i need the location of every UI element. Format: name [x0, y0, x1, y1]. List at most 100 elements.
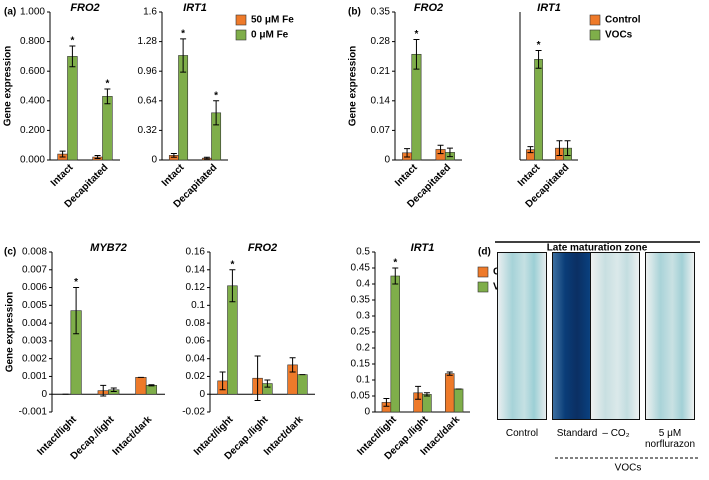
y-tick-label: 0	[384, 155, 390, 166]
y-tick-label: 0.3	[356, 311, 370, 322]
error-bar	[413, 38, 420, 70]
x-tick-label: Intact/dark	[111, 414, 155, 458]
y-tick-label: 1.28	[138, 36, 158, 47]
image-caption: 5 μM norflurazon	[644, 428, 696, 450]
bar	[297, 374, 308, 395]
y-tick-label: 0.32	[138, 125, 158, 136]
y-tick-label: 0.04	[186, 353, 206, 364]
error-bar	[94, 155, 101, 160]
y-tick-label: 0.002	[22, 353, 47, 364]
significance: *	[537, 40, 541, 51]
y-axis-label: Gene expression	[348, 46, 359, 127]
error-bar	[404, 148, 411, 158]
y-tick-label: 0.800	[20, 36, 45, 47]
y-tick-label: -0.001	[19, 407, 48, 418]
error-bar	[556, 140, 563, 157]
error-bar	[383, 398, 390, 407]
y-axis-label: Gene expression	[3, 46, 14, 127]
y-tick-label: 0.000	[20, 155, 45, 166]
y-tick-label: 0.45	[351, 263, 371, 274]
error-bar	[527, 146, 534, 154]
bar	[145, 385, 158, 395]
y-tick-label: 0.06	[186, 336, 206, 347]
chart-title: IRT1	[183, 2, 207, 14]
error-bar	[446, 371, 453, 376]
error-bar	[264, 379, 271, 388]
y-tick-label: 0.006	[22, 282, 47, 293]
root-image	[497, 252, 547, 420]
significance: *	[393, 258, 397, 269]
error-bar	[535, 49, 542, 69]
bar	[411, 53, 422, 161]
chart-title: FRO2	[414, 2, 443, 14]
chart-title: FRO2	[70, 2, 99, 14]
y-tick-label: 0.12	[186, 282, 206, 293]
legend-swatch	[589, 14, 601, 26]
y-tick-label: 0.2	[356, 343, 370, 354]
error-bar	[213, 100, 220, 126]
y-axis-label: Gene expression	[5, 292, 16, 373]
error-bar	[180, 38, 187, 73]
y-tick-label: 0.004	[22, 318, 47, 329]
significance: *	[414, 29, 418, 40]
y-tick-label: -0.02	[182, 407, 205, 418]
group-label: VOCs	[615, 463, 642, 474]
y-tick-label: 0.96	[138, 66, 158, 77]
error-bar	[73, 287, 80, 335]
significance: *	[214, 90, 218, 101]
legend-label: 0 μM Fe	[251, 30, 289, 41]
chart-title: FRO2	[248, 242, 277, 254]
y-tick-label: 0	[199, 389, 205, 400]
y-tick-label: 0	[41, 389, 47, 400]
x-tick-label: Intact	[49, 162, 76, 189]
significance: *	[70, 36, 74, 47]
chart-title: MYB72	[90, 242, 127, 254]
error-bar	[104, 88, 111, 105]
y-tick-label: 0.001	[22, 371, 47, 382]
legend-swatch	[589, 29, 601, 41]
panel-label: (b)	[348, 7, 361, 18]
y-tick-label: 0.008	[22, 247, 47, 258]
significance: *	[105, 79, 109, 90]
bar	[102, 96, 113, 161]
bar	[444, 373, 455, 413]
significance: *	[230, 259, 234, 270]
bar	[67, 56, 78, 161]
y-tick-label: 0.64	[138, 95, 158, 106]
y-tick-label: 0.003	[22, 336, 47, 347]
y-tick-label: 0.4	[356, 279, 370, 290]
root-image	[590, 252, 640, 420]
bar	[534, 59, 543, 161]
panel-label: (d)	[478, 247, 491, 258]
y-tick-label: 0.5	[356, 247, 370, 258]
x-tick-label: Intact	[160, 162, 187, 189]
error-bar	[289, 357, 296, 373]
y-tick-label: 0	[151, 155, 157, 166]
error-bar	[219, 371, 226, 391]
error-bar	[392, 267, 399, 285]
error-bar	[59, 150, 66, 158]
error-bar	[437, 144, 444, 155]
y-tick-label: 0.35	[351, 295, 371, 306]
significance: *	[74, 277, 78, 288]
error-bar	[415, 385, 422, 400]
legend-swatch	[477, 281, 489, 293]
y-tick-label: 0.28	[371, 36, 391, 47]
legend-label: Control	[605, 15, 641, 26]
bar	[453, 388, 464, 413]
error-bar	[69, 45, 76, 68]
error-bar	[423, 392, 430, 397]
error-bar	[564, 140, 571, 157]
legend-swatch	[477, 266, 489, 278]
root-image	[645, 252, 695, 420]
significance: *	[181, 28, 185, 39]
y-tick-label: 0.005	[22, 300, 47, 311]
error-bar	[110, 387, 117, 393]
y-tick-label: 0.25	[351, 327, 371, 338]
y-tick-label: 0.21	[371, 66, 391, 77]
image-caption: – CO₂	[602, 428, 630, 439]
y-tick-label: 0	[364, 407, 370, 418]
y-tick-label: 0.14	[371, 95, 391, 106]
bar	[422, 394, 432, 413]
y-tick-label: 1.6	[143, 7, 157, 18]
